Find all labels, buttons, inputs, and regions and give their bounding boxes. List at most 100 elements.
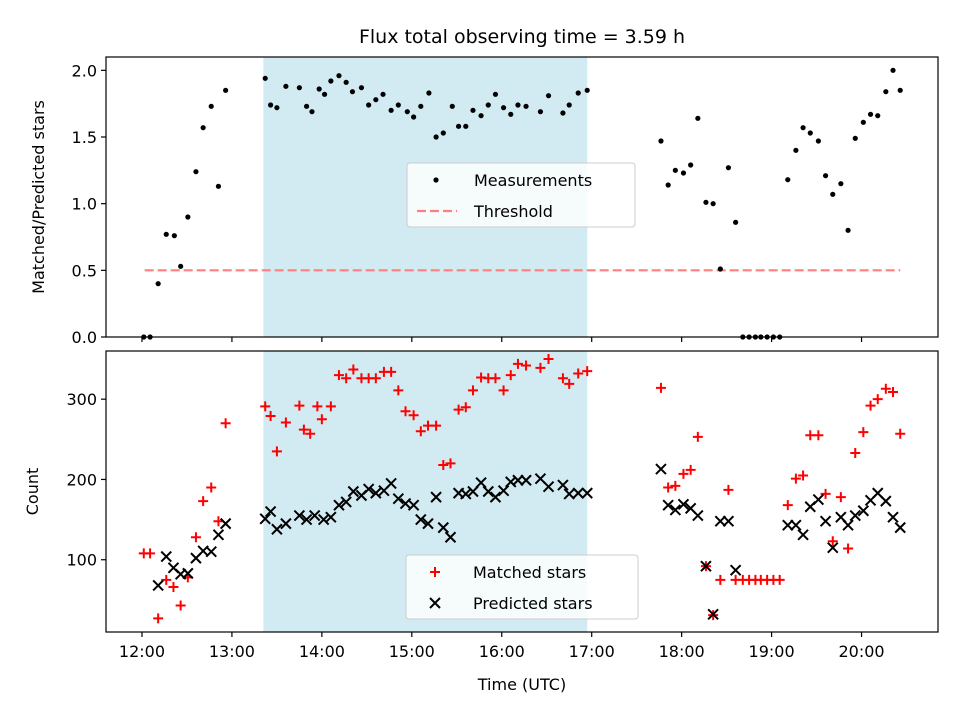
- predicted-stars-point: [437, 521, 450, 534]
- matched-stars-point: [774, 574, 785, 585]
- predicted-stars-point: [392, 493, 405, 505]
- measurement-point: [426, 90, 432, 96]
- x-tick-label: 18:00: [659, 642, 705, 661]
- predicted-stars-point: [385, 477, 397, 490]
- matched-stars-point: [370, 373, 381, 384]
- matched-stars-point: [564, 378, 575, 389]
- measurement-point: [785, 177, 791, 183]
- predicted-stars-point: [347, 485, 360, 498]
- matched-stars-point: [813, 430, 824, 441]
- measurement-point: [672, 167, 678, 173]
- measurement-point: [845, 227, 851, 233]
- legend-marker-plus: [430, 567, 440, 577]
- matched-stars-point: [438, 460, 449, 471]
- measurement-point: [449, 103, 455, 109]
- matched-stars-point: [820, 488, 831, 499]
- matched-stars-point: [827, 536, 838, 547]
- legend-box: [405, 554, 639, 620]
- x-tick-label: 20:00: [838, 642, 884, 661]
- predicted-stars-point: [669, 504, 682, 516]
- measurement-point: [688, 162, 694, 168]
- matched-stars-point: [312, 401, 323, 412]
- measurement-point: [815, 138, 821, 144]
- matched-stars-point: [445, 458, 456, 469]
- predicted-stars-point: [857, 505, 870, 517]
- predicted-stars-point: [655, 463, 667, 475]
- matched-stars-point: [153, 613, 164, 624]
- measurement-point: [380, 91, 386, 97]
- measurement-point: [274, 105, 280, 111]
- predicted-stars-point: [460, 488, 472, 500]
- x-tick-label: 17:00: [569, 642, 615, 661]
- predicted-stars-point: [887, 511, 899, 523]
- measurement-point: [303, 103, 310, 109]
- predicted-stars-point: [467, 485, 479, 498]
- measurement-point: [793, 147, 799, 153]
- measurement-point: [537, 109, 544, 115]
- matched-stars-point: [294, 400, 305, 411]
- matched-stars-point: [386, 366, 397, 377]
- measurement-point: [215, 183, 222, 189]
- axes-frame: [105, 56, 939, 338]
- predicted-stars-point: [430, 491, 442, 503]
- matched-stars-point: [692, 431, 703, 442]
- matched-stars-point: [557, 373, 568, 384]
- predicted-stars-point: [293, 509, 306, 522]
- measurement-point: [566, 102, 572, 108]
- legend-label: Predicted stars: [473, 594, 593, 613]
- matched-stars-point: [333, 370, 344, 381]
- measurement-point: [822, 173, 829, 179]
- predicted-stars-point: [444, 531, 457, 543]
- measurement-point: [321, 91, 328, 97]
- measurement-point: [665, 182, 671, 188]
- measurement-point: [262, 75, 268, 81]
- predicted-stars-point: [542, 480, 555, 493]
- matched-stars-point: [393, 385, 404, 396]
- predicted-stars-point: [692, 509, 704, 522]
- measurement-point: [163, 231, 169, 237]
- legend-box: [406, 162, 636, 228]
- x-axis-label: Time (UTC): [477, 675, 566, 694]
- bottom-panel-counts: 100 200 300 12:00 13:00 14:00 15:00 16:00 17:00 1…: [23, 350, 939, 661]
- y-tick-label: 0.5: [72, 261, 97, 280]
- measurement-point: [710, 201, 716, 207]
- measurement-point: [890, 67, 896, 73]
- predicted-stars-point: [700, 560, 712, 572]
- y-axis-label: Count: [23, 468, 42, 516]
- matched-stars-point: [663, 482, 674, 493]
- matched-stars-point: [715, 574, 726, 585]
- predicted-stars-point: [325, 511, 337, 523]
- measurement-point: [200, 125, 206, 131]
- legend-marker-x: [429, 597, 441, 609]
- legend-label: Matched stars: [473, 563, 586, 582]
- measurement-point: [316, 86, 322, 92]
- matched-stars-point: [535, 362, 546, 373]
- matched-stars-point: [490, 373, 501, 384]
- x-tick-label: 16:00: [479, 642, 525, 661]
- legend-marker-dot: [433, 177, 439, 183]
- predicted-stars-point: [812, 493, 825, 506]
- measurement-point: [485, 102, 491, 108]
- measurement-point: [171, 233, 177, 239]
- matched-stars-point: [325, 401, 336, 412]
- measurement-point: [404, 109, 410, 115]
- y-tick-label: 1.5: [72, 128, 97, 147]
- measurement-point: [800, 125, 806, 131]
- measurement-point: [433, 134, 439, 140]
- axes-frame: [105, 350, 939, 633]
- predicted-stars-point: [308, 509, 321, 522]
- measurement-point: [860, 119, 866, 125]
- matched-stars-point: [880, 383, 891, 394]
- matched-stars-point: [798, 470, 809, 481]
- matched-stars-point: [316, 414, 327, 425]
- y-tick-label: 0.0: [72, 328, 97, 347]
- measurement-point: [336, 73, 342, 79]
- matched-stars-point: [498, 385, 509, 396]
- predicted-stars-point: [407, 499, 420, 511]
- matched-stars-point: [415, 426, 426, 437]
- measurement-point: [575, 90, 581, 96]
- matched-stars-point: [685, 464, 696, 475]
- matched-stars-point: [298, 424, 309, 435]
- predicted-stars-point: [714, 515, 727, 527]
- predicted-stars-point: [782, 519, 794, 531]
